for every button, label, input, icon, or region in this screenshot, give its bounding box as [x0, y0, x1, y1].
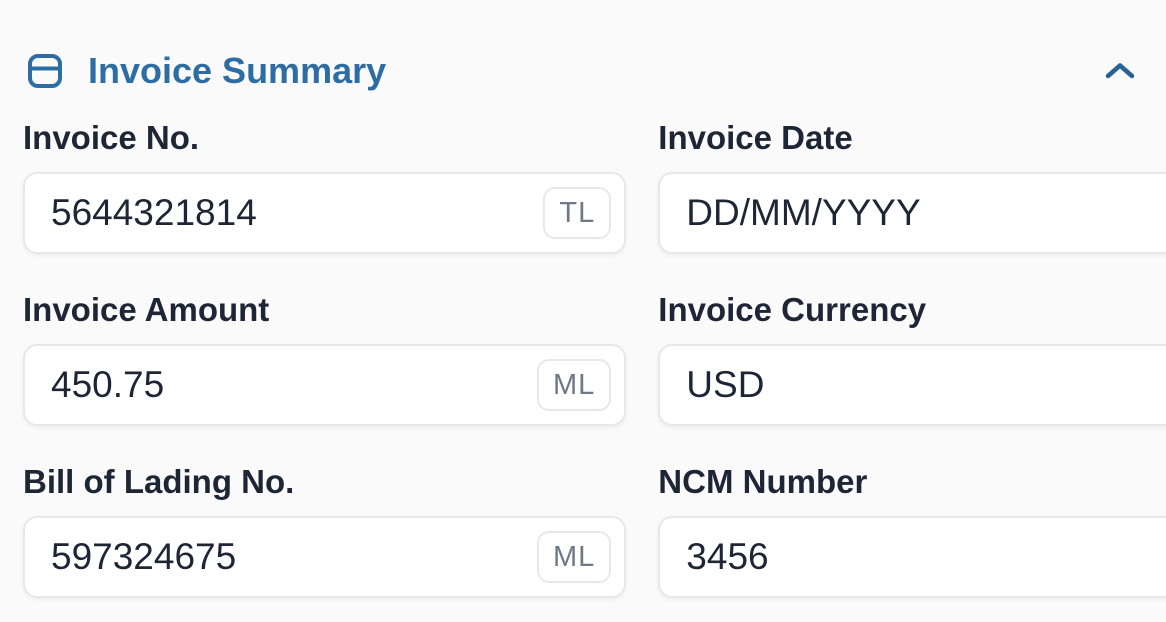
invoice-amount-input[interactable] [25, 346, 537, 424]
invoice-date-input[interactable] [660, 174, 1166, 252]
field-invoice-amount: Invoice Amount ML [23, 290, 627, 426]
invoice-no-label: Invoice No. [23, 119, 200, 156]
bill-of-lading-no-input[interactable] [25, 518, 537, 596]
ncm-number-input[interactable] [660, 518, 1166, 596]
fields-grid: Invoice No. TL Invoice Date TL Invoice A… [23, 118, 1166, 598]
field-invoice-no: Invoice No. TL [23, 118, 627, 254]
split-horizontal-icon [28, 54, 62, 88]
field-invoice-currency: Invoice Currency ML [658, 290, 1166, 426]
invoice-currency-input-container: ML [658, 344, 1166, 426]
field-bill-of-lading-no: Bill of Lading No. ML [23, 462, 627, 598]
invoice-date-input-container: TL [658, 172, 1166, 254]
section-header: Invoice Summary [23, 50, 1143, 91]
section-title: Invoice Summary [88, 50, 387, 91]
ncm-number-label: NCM Number [658, 463, 868, 500]
bill-of-lading-no-input-container: ML [23, 516, 627, 598]
invoice-amount-input-container: ML [23, 344, 627, 426]
bill-of-lading-no-source-badge[interactable]: ML [537, 531, 612, 583]
invoice-currency-label: Invoice Currency [658, 291, 927, 328]
invoice-no-input[interactable] [25, 174, 544, 252]
invoice-date-label: Invoice Date [658, 119, 853, 156]
invoice-summary-section: Invoice Summary Invoice No. TL Invoice D… [23, 50, 1166, 598]
field-ncm-number: NCM Number TL [658, 462, 1166, 598]
ncm-number-input-container: TL [658, 516, 1166, 598]
chevron-up-icon [1103, 60, 1137, 82]
invoice-no-input-container: TL [23, 172, 627, 254]
field-invoice-date: Invoice Date TL [658, 118, 1166, 254]
invoice-amount-label: Invoice Amount [23, 291, 270, 328]
bill-of-lading-no-label: Bill of Lading No. [23, 463, 295, 500]
collapse-section-button[interactable] [1099, 56, 1141, 86]
invoice-amount-source-badge[interactable]: ML [537, 359, 612, 411]
invoice-no-source-badge[interactable]: TL [543, 187, 612, 239]
invoice-currency-input[interactable] [660, 346, 1166, 424]
